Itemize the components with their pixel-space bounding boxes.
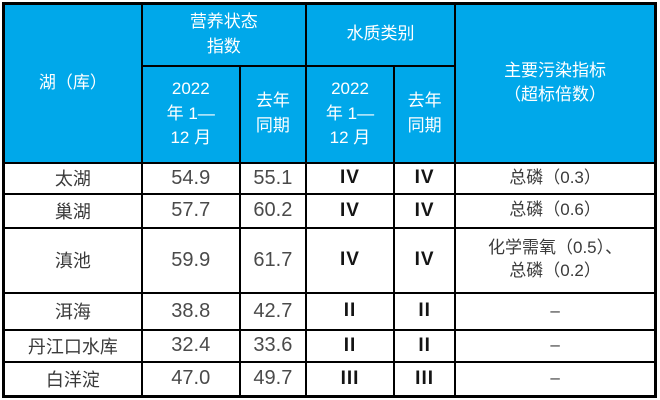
cell-quality-2022: II xyxy=(304,291,396,331)
cell-quality-2022: II xyxy=(304,328,396,363)
cell-nutrition-prev: 49.7 xyxy=(238,360,307,398)
header-cell-pollutants: 主要污染指标 （超标倍数） xyxy=(454,2,657,164)
cell-nutrition-2022: 38.8 xyxy=(140,291,241,331)
table-row: 滇池 59.9 61.7 IV IV 化学需氧（0.5）、 总磷（0.2） xyxy=(2,226,657,294)
cell-nutrition-prev: 61.7 xyxy=(238,226,307,294)
cell-pollutants: – xyxy=(454,291,657,331)
cell-nutrition-2022: 59.9 xyxy=(140,226,241,294)
cell-quality-prev: II xyxy=(393,291,457,331)
cell-nutrition-prev: 42.7 xyxy=(238,291,307,331)
header-cell-water-quality: 水质类别 xyxy=(304,2,457,67)
cell-pollutants: 总磷（0.3） xyxy=(454,161,657,195)
cell-quality-prev: IV xyxy=(393,192,457,229)
header-cell-nutrition-index: 营养状态 指数 xyxy=(140,2,307,67)
header-cell-nutrition-period-2022: 2022 年 1— 12 月 xyxy=(140,64,241,164)
cell-pollutants: – xyxy=(454,328,657,363)
cell-nutrition-prev: 55.1 xyxy=(238,161,307,195)
cell-lake-name: 丹江口水库 xyxy=(2,328,143,363)
header-cell-quality-period-last-year: 去年 同期 xyxy=(393,64,457,164)
table-row: 太湖 54.9 55.1 IV IV 总磷（0.3） xyxy=(2,161,657,195)
table-row: 丹江口水库 32.4 33.6 II II – xyxy=(2,328,657,363)
cell-nutrition-2022: 57.7 xyxy=(140,192,241,229)
cell-nutrition-prev: 60.2 xyxy=(238,192,307,229)
cell-nutrition-2022: 47.0 xyxy=(140,360,241,398)
cell-quality-prev: II xyxy=(393,328,457,363)
cell-quality-prev: III xyxy=(393,360,457,398)
cell-quality-2022: IV xyxy=(304,226,396,294)
cell-lake-name: 滇池 xyxy=(2,226,143,294)
table-row: 白洋淀 47.0 49.7 III III – xyxy=(2,360,657,398)
table-row: 巢湖 57.7 60.2 IV IV 总磷（0.6） xyxy=(2,192,657,229)
cell-quality-2022: IV xyxy=(304,161,396,195)
cell-lake-name: 巢湖 xyxy=(2,192,143,229)
cell-nutrition-2022: 32.4 xyxy=(140,328,241,363)
header-cell-nutrition-period-last-year: 去年 同期 xyxy=(238,64,307,164)
header-row-groups: 湖（库） 营养状态 指数 水质类别 主要污染指标 （超标倍数） xyxy=(2,2,657,164)
header-cell-quality-period-2022: 2022 年 1— 12 月 xyxy=(304,64,396,164)
cell-quality-prev: IV xyxy=(393,226,457,294)
cell-pollutants: 总磷（0.6） xyxy=(454,192,657,229)
cell-nutrition-prev: 33.6 xyxy=(238,328,307,363)
cell-quality-2022: IV xyxy=(304,192,396,229)
header-cell-lake: 湖（库） xyxy=(2,2,143,164)
cell-lake-name: 白洋淀 xyxy=(2,360,143,398)
cell-quality-2022: III xyxy=(304,360,396,398)
cell-quality-prev: IV xyxy=(393,161,457,195)
header-row-periods: 2022 年 1— 12 月 去年 同期 2022 年 1— 12 月 去年 同… xyxy=(4,64,656,164)
table-row: 洱海 38.8 42.7 II II – xyxy=(2,291,657,331)
cell-pollutants: – xyxy=(454,360,657,398)
cell-pollutants: 化学需氧（0.5）、 总磷（0.2） xyxy=(454,226,657,294)
cell-lake-name: 洱海 xyxy=(2,291,143,331)
cell-nutrition-2022: 54.9 xyxy=(140,161,241,195)
cell-lake-name: 太湖 xyxy=(2,161,143,195)
